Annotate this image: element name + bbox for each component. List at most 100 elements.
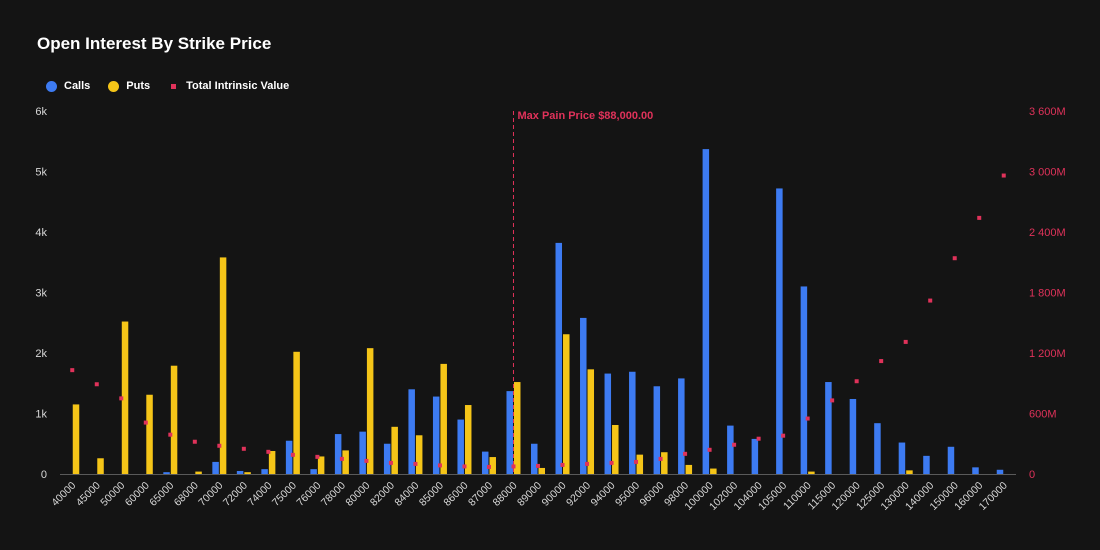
intrinsic-value-point bbox=[609, 460, 614, 465]
x-tick-label: 82000 bbox=[368, 480, 397, 509]
y2-tick-label: 0 bbox=[1029, 469, 1035, 481]
calls-dot-icon bbox=[46, 80, 57, 92]
calls-bar bbox=[629, 371, 636, 474]
puts-bar bbox=[636, 454, 644, 474]
puts-bar bbox=[97, 458, 104, 474]
calls-bar bbox=[408, 389, 415, 474]
intrinsic-value-point bbox=[364, 458, 369, 463]
puts-bar bbox=[244, 472, 251, 474]
calls-bar bbox=[604, 373, 612, 474]
puts-bar bbox=[685, 464, 693, 474]
intrinsic-value-point bbox=[830, 398, 835, 403]
x-tick-label: 40000 bbox=[49, 480, 78, 509]
x-tick-label: 78000 bbox=[319, 480, 348, 509]
x-tick-label: 72000 bbox=[221, 480, 250, 509]
intrinsic-value-point bbox=[805, 416, 810, 421]
puts-bar bbox=[415, 435, 423, 474]
intrinsic-value-point bbox=[217, 443, 222, 448]
intrinsic-value-point bbox=[511, 464, 516, 469]
calls-bar bbox=[163, 472, 170, 474]
x-tick-label: 96000 bbox=[638, 480, 667, 509]
calls-bar bbox=[555, 242, 563, 474]
intrinsic-value-point bbox=[462, 464, 467, 469]
x-tick-label: 87000 bbox=[466, 480, 495, 509]
calls-bar bbox=[800, 286, 808, 474]
intrinsic-value-point bbox=[879, 359, 884, 364]
y-tick-label: 4k bbox=[35, 227, 47, 239]
calls-bar bbox=[923, 455, 930, 474]
calls-bar bbox=[972, 467, 979, 474]
intrinsic-value-square-icon bbox=[171, 83, 177, 89]
intrinsic-value-point bbox=[266, 449, 271, 454]
intrinsic-value-point bbox=[315, 454, 320, 459]
max-pain-label: Max Pain Price $88,000.00 bbox=[517, 110, 653, 122]
calls-bar bbox=[898, 442, 906, 474]
legend-item-intrinsic-value[interactable]: Total Intrinsic Value bbox=[168, 80, 289, 92]
calls-bar bbox=[212, 461, 219, 474]
intrinsic-value-point bbox=[413, 461, 418, 466]
puts-bar bbox=[612, 424, 619, 474]
intrinsic-value-point bbox=[634, 459, 639, 464]
calls-bar bbox=[751, 438, 759, 474]
y2-tick-label: 3 000M bbox=[1029, 167, 1066, 179]
intrinsic-value-point bbox=[119, 396, 124, 401]
puts-bar bbox=[661, 452, 668, 474]
x-tick-label: 70000 bbox=[196, 480, 225, 509]
legend-item-calls[interactable]: Calls bbox=[46, 80, 90, 92]
x-tick-label: 84000 bbox=[392, 480, 421, 509]
calls-bar bbox=[580, 317, 587, 474]
x-tick-label: 85000 bbox=[417, 480, 446, 509]
calls-bar bbox=[261, 469, 268, 474]
legend-label-intrinsic-value: Total Intrinsic Value bbox=[186, 80, 290, 92]
x-tick-label: 90000 bbox=[539, 480, 568, 509]
y-tick-label: 6k bbox=[35, 106, 47, 118]
puts-bar bbox=[563, 334, 570, 474]
intrinsic-value-point bbox=[707, 447, 712, 452]
x-tick-label: 95000 bbox=[613, 480, 642, 509]
x-tick-label: 89000 bbox=[515, 480, 544, 509]
intrinsic-value-point bbox=[928, 298, 933, 303]
puts-bar bbox=[268, 451, 276, 474]
puts-bar bbox=[293, 351, 300, 474]
intrinsic-value-point bbox=[683, 451, 688, 456]
puts-bar bbox=[513, 382, 521, 474]
intrinsic-value-point bbox=[192, 439, 197, 444]
calls-bar bbox=[702, 149, 710, 475]
intrinsic-value-point bbox=[536, 463, 540, 468]
intrinsic-value-point bbox=[903, 339, 908, 344]
intrinsic-value-point bbox=[854, 379, 859, 384]
calls-bar bbox=[334, 434, 342, 474]
puts-bar bbox=[366, 348, 374, 474]
chart-title: Open Interest By Strike Price bbox=[37, 34, 272, 53]
intrinsic-value-point bbox=[560, 462, 565, 467]
calls-bar bbox=[457, 419, 464, 474]
intrinsic-value-point bbox=[143, 420, 148, 425]
calls-bar bbox=[432, 396, 440, 474]
puts-dot-icon bbox=[108, 80, 120, 92]
calls-bar bbox=[996, 469, 1004, 474]
x-tick-label: 68000 bbox=[172, 480, 201, 509]
calls-bar bbox=[310, 469, 317, 474]
intrinsic-value-point bbox=[241, 446, 246, 451]
x-tick-label: 88000 bbox=[490, 480, 519, 509]
legend-label-calls: Calls bbox=[64, 80, 91, 92]
calls-bar bbox=[947, 446, 955, 474]
puts-bar bbox=[317, 456, 325, 474]
intrinsic-value-point bbox=[168, 432, 173, 437]
legend-item-puts[interactable]: Puts bbox=[108, 80, 150, 92]
y2-tick-label: 600M bbox=[1029, 409, 1057, 421]
calls-bar bbox=[383, 443, 391, 474]
x-tick-label: 65000 bbox=[147, 480, 176, 509]
puts-bar bbox=[146, 394, 153, 474]
x-tick-label: 75000 bbox=[270, 480, 299, 509]
intrinsic-value-point bbox=[977, 215, 982, 220]
x-tick-label: 74000 bbox=[245, 480, 274, 509]
puts-bar bbox=[121, 321, 129, 474]
puts-bar bbox=[710, 468, 717, 474]
y2-tick-label: 3 600M bbox=[1029, 106, 1066, 118]
calls-bar bbox=[359, 431, 366, 474]
y2-tick-label: 1 800M bbox=[1029, 288, 1066, 300]
calls-bar bbox=[825, 382, 832, 474]
calls-bar bbox=[776, 188, 783, 474]
calls-bar bbox=[727, 425, 734, 474]
